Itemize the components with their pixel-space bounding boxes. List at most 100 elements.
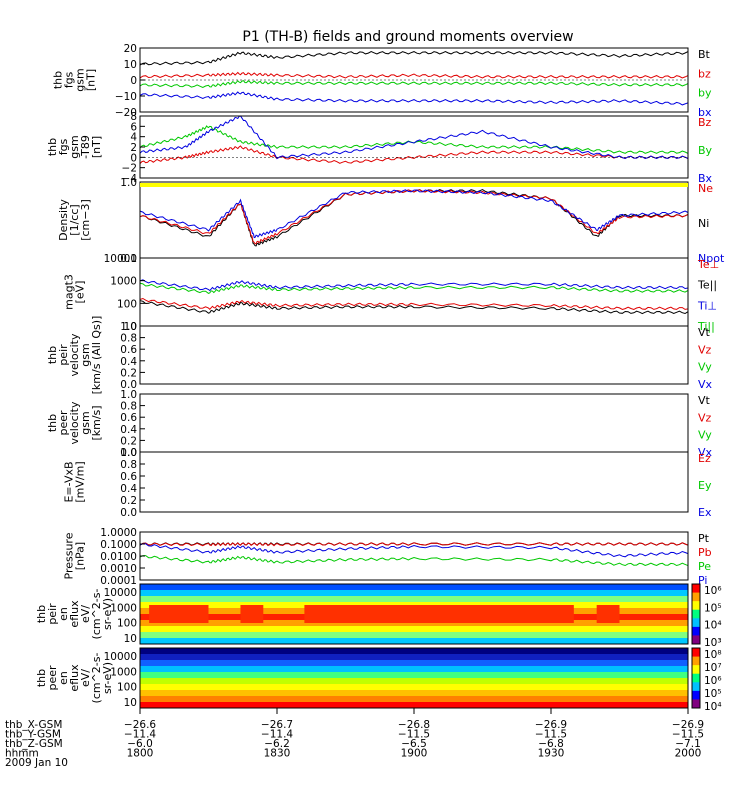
y-tick-label: 1.0 (120, 389, 137, 401)
spectrogram-band (140, 590, 688, 597)
spectrogram-hot-region (149, 605, 209, 623)
y-tick-label: 1000 (110, 276, 137, 288)
legend-Ni: Ni (698, 217, 709, 230)
spectrogram-band (140, 660, 688, 667)
y-tick-label: 0.2 (120, 435, 137, 447)
panel-peerv: 1.00.80.60.40.20.0thbpeervelocitygsm[km/… (46, 389, 713, 459)
spectrogram-band (140, 632, 688, 639)
legend-bz: bz (698, 67, 711, 80)
series-line-Ni (139, 189, 689, 247)
y-tick-label: 0.4 (120, 424, 137, 436)
y-axis-label: thbfgsgsm[nT] (52, 68, 98, 91)
colorbar-label: 10⁴ (704, 701, 722, 713)
x-row-label: hhmm (5, 748, 39, 760)
series-line-Ti⊥ (139, 279, 689, 292)
y-tick-label: 0.8 (120, 333, 137, 345)
series-line-by (139, 80, 689, 89)
x-tick-label: −6.2 (264, 738, 290, 750)
colorbar-segment (692, 656, 700, 666)
colorbar-segment (692, 635, 700, 645)
legend-Bt: Bt (698, 48, 711, 61)
y-tick-label: 1.0000 (100, 527, 137, 539)
y-axis-label: thbpeirvelocitygsm[km/s (All Qs)] (46, 316, 103, 395)
y-tick-label: 0.0100 (100, 551, 137, 563)
panel-frame (139, 531, 689, 581)
x-tick-label: 2000 (675, 748, 702, 760)
spectrogram-band (140, 638, 688, 645)
colorbar-segment (692, 626, 700, 636)
legend-Ey: Ey (698, 479, 712, 492)
y-tick-label: 20 (124, 43, 137, 55)
y-tick-label: 0.2 (120, 367, 137, 379)
panel-frame (139, 47, 689, 113)
legend-Te||: Te|| (697, 279, 717, 292)
colorbar-label: 10⁴ (704, 620, 722, 632)
legend-Pe: Pe (698, 560, 711, 573)
x-row-label: thb_Y-GSM (5, 729, 61, 741)
spectrogram-band (140, 672, 688, 679)
spectrogram-band (140, 684, 688, 691)
x-tick-label: 1830 (264, 748, 291, 760)
series-line-By (139, 125, 689, 154)
colorbar-segment (692, 690, 700, 700)
y-tick-label: −10 (115, 91, 137, 103)
x-tick-label: −26.7 (261, 719, 293, 731)
legend-Vx: Vx (698, 446, 713, 459)
spectrogram-band (140, 620, 688, 627)
colorbar-segment (692, 673, 700, 683)
y-tick-label: 0.0 (120, 379, 137, 391)
panel-frame (139, 115, 689, 179)
y-axis-label: magt3[eV] (63, 274, 87, 310)
legend-Ez: Ez (698, 452, 711, 465)
y-tick-label: 10 (124, 321, 137, 333)
y-tick-label: 0.6 (120, 412, 137, 424)
y-tick-label: 100 (117, 618, 137, 630)
series-line-Pe (139, 555, 689, 567)
colorbar-segment (692, 584, 700, 594)
y-axis-label: thbpeervelocitygsm[km/s] (46, 401, 103, 444)
legend-Te⊥: Te⊥ (697, 258, 719, 271)
x-row-label: thb_Z-GSM (5, 738, 63, 750)
y-tick-label: 10000 (104, 587, 137, 599)
legend-Ne: Ne (698, 182, 713, 195)
colorbar-segment (692, 592, 700, 602)
y-tick-label: 0.6 (120, 344, 137, 356)
colorbar-frame (691, 647, 701, 709)
legend-Ti⊥: Ti⊥ (697, 299, 717, 312)
x-tick-label: −11.5 (398, 729, 430, 741)
y-tick-label: 0 (130, 152, 137, 164)
series-line-bz (139, 71, 689, 79)
colorbar-segment (692, 665, 700, 675)
legend-Npot: Npot (698, 252, 725, 265)
y-tick-label: 100 (117, 682, 137, 694)
y-tick-label: 0.6 (120, 471, 137, 483)
y-tick-label: −4 (122, 173, 138, 185)
y-axis-label: Pressure[nPa] (63, 532, 87, 579)
x-tick-label: −26.9 (672, 719, 704, 731)
x-tick-label: −26.9 (535, 719, 567, 731)
y-tick-label: 0.0001 (100, 575, 137, 587)
y-tick-label: 10000 (104, 651, 137, 663)
legend-Ex: Ex (698, 506, 712, 519)
y-tick-label: 2 (130, 142, 137, 154)
colorbar-segment (692, 618, 700, 628)
x-tick-label: −26.8 (398, 719, 430, 731)
spectrogram-hot-region (596, 605, 620, 623)
legend-Vx: Vx (698, 378, 713, 391)
spectrogram-band (140, 666, 688, 673)
x-tick-label: −7.1 (675, 738, 701, 750)
y-tick-label: 0.8 (120, 459, 137, 471)
spectrogram-band (140, 702, 688, 709)
colorbar-frame (691, 583, 701, 645)
y-tick-label: 6 (130, 121, 137, 133)
x-tick-label: 1800 (127, 748, 154, 760)
panel-frame (139, 451, 689, 513)
y-tick-label: 1.0 (120, 177, 137, 189)
spectrogram-hot-region (304, 605, 574, 623)
x-row-label: thb_X-GSM (5, 719, 62, 731)
date-label: 2009 Jan 10 (5, 757, 68, 769)
y-tick-label: 0.1000 (100, 539, 137, 551)
x-tick-label: −6.0 (127, 738, 153, 750)
series-line-Pi (139, 543, 689, 558)
